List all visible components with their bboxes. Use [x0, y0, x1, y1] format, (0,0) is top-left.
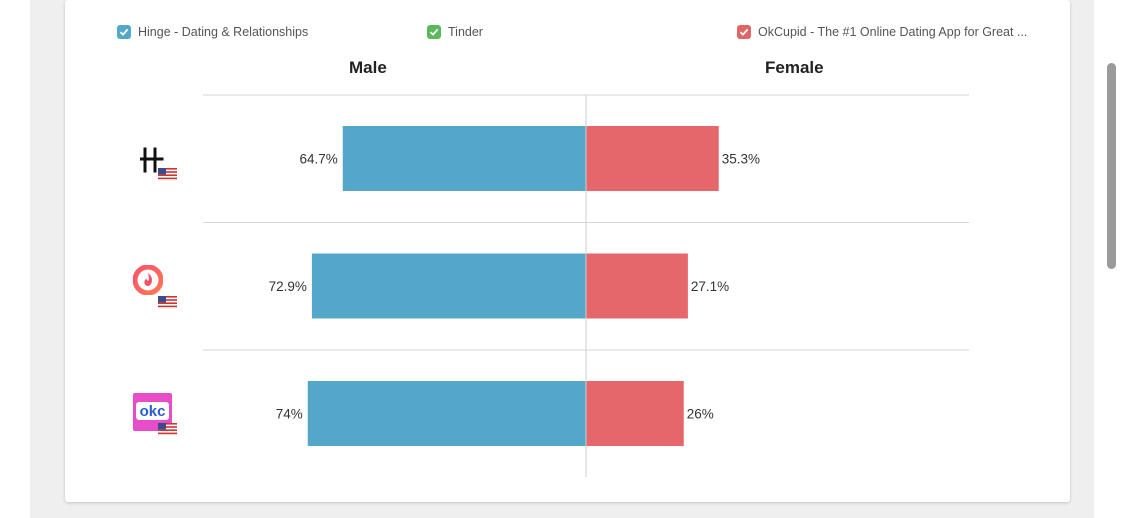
- legend-item-hinge[interactable]: Hinge - Dating & Relationships: [117, 23, 308, 41]
- female-bar[interactable]: [586, 253, 688, 319]
- checkbox-checked-icon[interactable]: [427, 25, 441, 39]
- female-value-label: 27.1%: [691, 279, 729, 294]
- column-title-female: Female: [765, 58, 824, 77]
- legend-label: Hinge - Dating & Relationships: [138, 25, 309, 39]
- okcupid-logo-icon: okc: [133, 393, 172, 431]
- us-flag-icon: [157, 295, 178, 314]
- male-value-label: 72.9%: [269, 279, 307, 294]
- okcupid-logo-text: okc: [140, 403, 166, 420]
- female-value-label: 26%: [687, 407, 714, 422]
- legend-item-tinder[interactable]: Tinder: [427, 23, 483, 41]
- scrollbar-thumb[interactable]: [1107, 63, 1116, 269]
- us-flag-icon: [157, 422, 178, 441]
- checkbox-checked-icon[interactable]: [117, 25, 131, 39]
- male-value-label: 64.7%: [299, 152, 337, 167]
- female-value-label: 35.3%: [722, 152, 760, 167]
- male-bar[interactable]: [307, 381, 586, 446]
- legend-label: OkCupid - The #1 Online Dating App for G…: [758, 25, 1028, 39]
- male-value-label: 74%: [276, 407, 303, 422]
- checkbox-checked-icon[interactable]: [737, 25, 751, 39]
- hinge-logo-icon: [139, 146, 166, 174]
- male-bar[interactable]: [342, 126, 586, 191]
- column-title-male: Male: [349, 58, 387, 77]
- male-bar[interactable]: [311, 253, 586, 319]
- female-bar[interactable]: [586, 381, 684, 446]
- female-bar[interactable]: [586, 126, 719, 191]
- us-flag-icon: [157, 167, 178, 186]
- legend-item-okcupid[interactable]: OkCupid - The #1 Online Dating App for G…: [737, 23, 1027, 41]
- legend-label: Tinder: [448, 25, 483, 39]
- tinder-logo-icon: [132, 264, 164, 296]
